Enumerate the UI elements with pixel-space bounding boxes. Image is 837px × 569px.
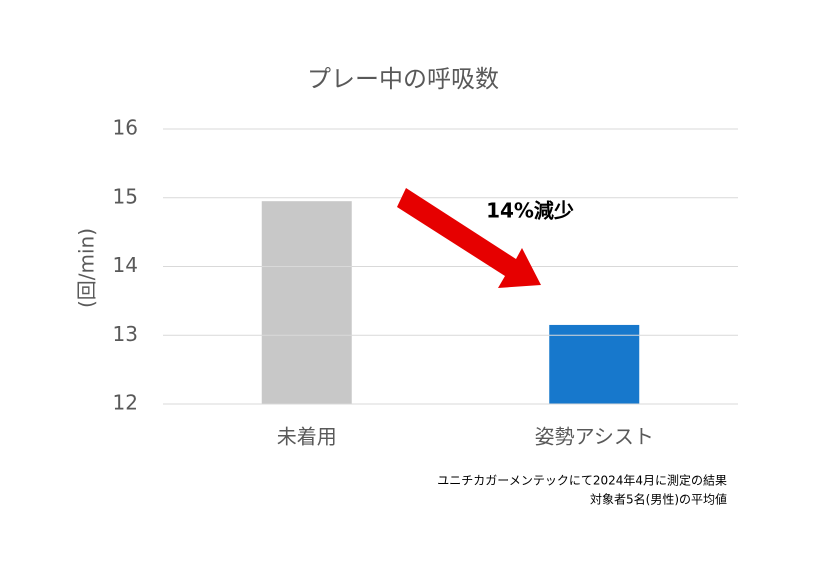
- y-tick-label: 14: [113, 253, 138, 277]
- bar: [549, 324, 640, 404]
- note: ユニチカガーメンテックにて2024年4月に測定の結果: [437, 473, 727, 488]
- y-tick-label: 15: [113, 184, 138, 208]
- arrow: [397, 188, 541, 288]
- y-tick-label: 13: [113, 322, 138, 346]
- x-tick-label: 姿勢アシスト: [535, 425, 654, 449]
- y-axis-label: (回/min): [75, 228, 99, 308]
- note: 対象者5名(男性)の平均値: [590, 492, 727, 507]
- x-tick-label: 未着用: [277, 425, 337, 449]
- bar: [261, 201, 352, 404]
- y-tick-label: 16: [113, 116, 138, 140]
- annotation: 14%減少: [486, 199, 574, 223]
- chart-title: プレー中の呼吸数: [307, 65, 499, 93]
- y-tick-label: 12: [113, 391, 138, 415]
